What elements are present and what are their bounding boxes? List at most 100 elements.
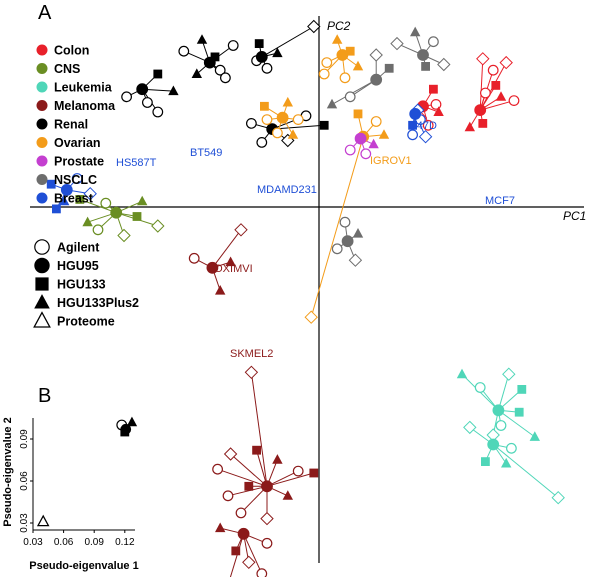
panel-a: A PC2 PC1 HS587T BT549 MDAMD231 T47D MCF7 IGR… (30, 2, 586, 577)
pc2-label: PC2 (327, 19, 351, 33)
point-renal-sample (210, 52, 220, 62)
point-colon-sample (478, 119, 488, 128)
legend-label-hgu133plus2: HGU133Plus2 (57, 296, 139, 310)
b-x-tick-label: 0.12 (115, 537, 135, 548)
legend-marker-agilent (34, 239, 50, 255)
point-breast-sample (59, 195, 70, 206)
point-ovarian-sample (370, 116, 382, 127)
point-colon-proteome (476, 52, 490, 66)
point-renal-sample (153, 69, 163, 79)
connector-line (250, 372, 268, 487)
point-ovarian-sample (321, 57, 333, 68)
point-melanoma-proteome (260, 511, 274, 526)
point-cns-proteome (151, 219, 165, 233)
connector-line (240, 485, 268, 514)
point-nsclc-proteome (369, 48, 383, 62)
hub-point-ovarian (336, 49, 349, 61)
point-colon-sample (487, 64, 499, 76)
b-x-label: Pseudo-eigenvalue 1 (29, 560, 138, 572)
point-colon-sample (480, 87, 491, 99)
point-nsclc-sample (421, 62, 430, 71)
point-renal-sample (319, 120, 329, 130)
point-nsclc-sample (428, 36, 439, 48)
point-melanoma-sample (292, 465, 304, 477)
tissue-legend: Colon CNS Leukemia Melanoma Renal Ovarian Pros… (36, 44, 116, 206)
b-point-proteome (36, 514, 50, 527)
legend-label-cns: CNS (54, 62, 80, 76)
point-renal-sample (196, 34, 208, 44)
data-points (46, 19, 565, 577)
point-nsclc-proteome (348, 253, 363, 267)
point-cns-proteome (117, 228, 131, 243)
point-nsclc-proteome (390, 36, 404, 51)
hub-point-ovarian (276, 111, 289, 124)
connector-line (212, 229, 242, 269)
legend-swatch-melanoma (36, 100, 48, 111)
point-prostate-sample (360, 148, 372, 160)
point-renal-sample (245, 117, 257, 129)
legend-label-renal: Renal (54, 118, 88, 132)
b-points (36, 416, 138, 527)
point-melanoma-proteome (244, 365, 259, 380)
legend-marker-hgu133 (35, 277, 49, 291)
point-colon-sample (491, 81, 501, 90)
legend-swatch-breast (36, 192, 48, 204)
point-prostate-sample (344, 144, 356, 156)
annotation-skmel2: SKMEL2 (230, 348, 273, 360)
b-y-tick-label: 0.09 (19, 429, 30, 449)
point-breast-sample (52, 204, 61, 214)
connector-line (498, 409, 536, 438)
legend-label-hgu95: HGU95 (57, 259, 99, 273)
panel-b: B 0.03 0.06 0.09 0.12 0.03 0.06 0.09 Pseudo-ei… (2, 385, 139, 572)
point-melanoma-proteome (242, 555, 256, 570)
legend-label-ovarian: Ovarian (54, 136, 101, 150)
legend-marker-hgu133plus2 (34, 294, 50, 309)
legend-swatch-ovarian (36, 137, 48, 148)
point-renal-sample (191, 68, 202, 78)
point-prostate-sample (368, 138, 379, 149)
point-renal-sample (261, 62, 273, 74)
point-renal-sample (168, 85, 179, 96)
b-y-tick-label: 0.03 (19, 513, 30, 533)
point-cns-sample (82, 216, 93, 227)
point-renal-sample (178, 45, 190, 57)
point-nsclc-sample (410, 26, 421, 37)
legend-label-leukemia: Leukemia (54, 81, 113, 95)
point-nsclc-sample (352, 228, 364, 238)
point-breast-proteome (83, 186, 97, 201)
point-renal-sample (254, 39, 264, 48)
connector-line (272, 124, 325, 130)
point-leukemia-sample (456, 368, 468, 379)
point-colon-sample (464, 121, 475, 132)
point-ovarian-sample (339, 72, 351, 84)
point-melanoma-sample (244, 481, 254, 491)
b-ticks: 0.03 0.06 0.09 0.12 0.03 0.06 0.09 (19, 429, 135, 548)
connector-line (497, 374, 510, 411)
point-cns-sample (100, 197, 112, 209)
annotation-bt549: BT549 (190, 147, 222, 159)
point-ovarian-sample (282, 96, 293, 107)
point-cns-sample (132, 212, 142, 221)
point-renal-sample (214, 64, 226, 76)
point-colon-proteome (499, 55, 513, 70)
connector-line (230, 453, 268, 487)
b-x-tick-label: 0.03 (23, 537, 43, 548)
point-cns-sample (137, 195, 148, 206)
point-breast-sample (407, 129, 419, 141)
point-renal-proteome (307, 19, 321, 34)
point-melanoma-proteome (223, 447, 238, 461)
hub-point-melanoma (261, 480, 273, 493)
hub-point-nsclc (370, 73, 383, 86)
hub-point-colon (474, 104, 487, 116)
point-colon-sample (495, 91, 507, 101)
point-melanoma-sample (282, 490, 293, 500)
annotation-t47d: T47D (410, 120, 437, 132)
legend-swatch-colon (36, 44, 48, 56)
point-breast-sample (71, 173, 83, 184)
b-x-tick-label: 0.06 (54, 537, 74, 548)
point-ovarian-sample (272, 127, 283, 139)
annotation-loximvi: LOXIMVI (208, 263, 253, 275)
connector-line (492, 444, 559, 499)
legend-swatch-renal (36, 118, 48, 130)
connector-line (256, 450, 268, 487)
